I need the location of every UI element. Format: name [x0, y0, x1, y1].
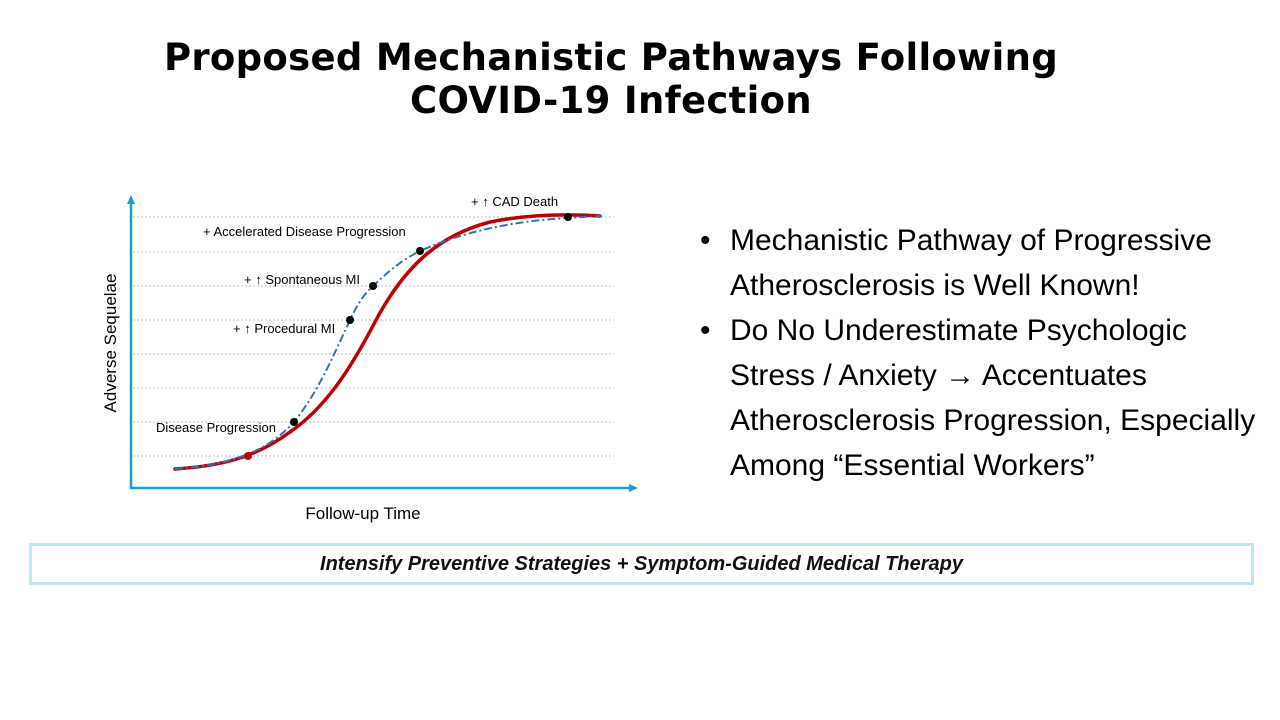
marker-disease-progression [290, 418, 298, 426]
marker-spontaneous-mi [369, 282, 377, 290]
label-disease-progression: Disease Progression [156, 420, 276, 435]
recommendation-banner: Intensify Preventive Strategies + Sympto… [29, 543, 1254, 585]
bullet-item: Mechanistic Pathway of Progressive Ather… [700, 218, 1275, 308]
slide-title: Proposed Mechanistic Pathways Following … [0, 36, 1222, 122]
label-cad-death: + ↑ CAD Death [471, 194, 558, 209]
title-line-2: COVID-19 Infection [410, 79, 812, 122]
banner-text: Intensify Preventive Strategies + Sympto… [320, 552, 963, 575]
event-markers [244, 213, 572, 460]
label-accelerated-progression: + Accelerated Disease Progression [203, 224, 406, 239]
marker-cad-death [564, 213, 572, 221]
marker-disease-progression-start [244, 452, 252, 460]
bullet-item: Do No Underestimate Psychologic Stress /… [700, 308, 1275, 488]
baseline-progression-curve [173, 213, 602, 471]
key-points-list: Mechanistic Pathway of Progressive Ather… [700, 218, 1275, 488]
y-axis-label: Adverse Sequelae [101, 274, 120, 413]
marker-accelerated-progression [416, 247, 424, 255]
marker-procedural-mi [346, 316, 354, 324]
title-line-1: Proposed Mechanistic Pathways Following [163, 36, 1059, 79]
label-spontaneous-mi: + ↑ Spontaneous MI [244, 272, 360, 287]
label-procedural-mi: + ↑ Procedural MI [233, 321, 335, 336]
x-axis-label: Follow-up Time [305, 504, 420, 523]
